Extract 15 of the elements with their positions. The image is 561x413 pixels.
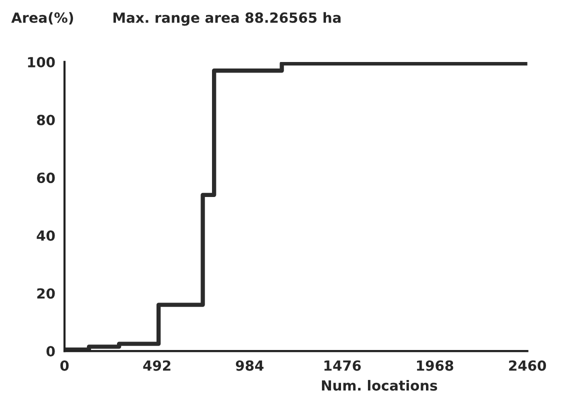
x-tick-label: 0 [60, 360, 69, 371]
x-tick-label: 984 [236, 360, 264, 371]
x-tick-label: 2460 [509, 360, 546, 371]
y-tick-label: 40 [36, 230, 55, 241]
x-tick-label: 492 [143, 360, 170, 371]
x-axis-title: Num. locations [322, 380, 438, 391]
chart-title: Max. range area 88.26565 ha [113, 12, 341, 26]
y-tick-label: 20 [37, 288, 55, 299]
y-tick-label: 80 [37, 114, 55, 126]
x-tick-label: 1476 [324, 360, 361, 371]
y-tick-label: 100 [28, 56, 55, 68]
y-axis-title: Area(%) [11, 12, 74, 25]
y-tick-label: 60 [37, 172, 55, 184]
x-tick-label: 1968 [417, 360, 454, 371]
y-tick-label: 0 [46, 346, 55, 357]
